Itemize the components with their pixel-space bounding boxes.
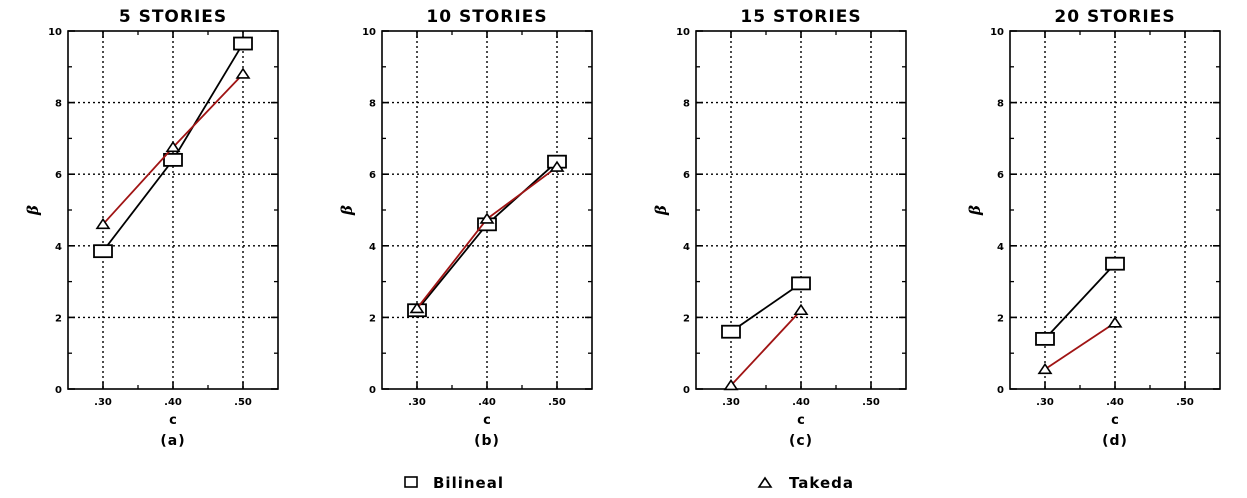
y-tick-label: 0	[683, 385, 690, 396]
x-tick-label: .30	[408, 397, 426, 408]
data-point-bilineal	[163, 152, 183, 167]
data-point-bilineal	[233, 36, 253, 51]
y-tick-label: 8	[997, 99, 1004, 110]
x-tick-label: .50	[1176, 397, 1194, 408]
chart-panels: 5 STORIES 0 2 4 6 8 10 .30 .40 .50 c β (a) 10 STORIES…	[24, 7, 1221, 449]
chart-title: 5 STORIES	[119, 7, 227, 27]
legend-takeda-marker	[757, 476, 773, 488]
x-axis-label: c	[169, 413, 177, 428]
data-point-bilineal	[791, 276, 811, 291]
y-axis-label: β	[24, 205, 42, 216]
x-tick-label: .40	[164, 397, 182, 408]
chart-legend: Bilineal Takeda	[404, 474, 854, 492]
data-point-bilineal	[93, 244, 113, 259]
chart-panel-3: 15 STORIES 0 2 4 6 8 10 .30 .40 .50 c β (c)	[652, 7, 907, 449]
y-tick-label: 6	[683, 170, 690, 181]
panel-subtitle: (a)	[160, 433, 185, 449]
y-tick-label: 10	[362, 27, 376, 38]
data-point-bilineal	[721, 324, 741, 339]
chart-panel-4: 20 STORIES 0 2 4 6 8 10 .30 .40 .50 c β (d)	[966, 7, 1221, 449]
y-tick-label: 6	[55, 170, 62, 181]
y-tick-label: 2	[997, 313, 1004, 324]
y-tick-label: 6	[369, 170, 376, 181]
data-point-takeda	[409, 302, 425, 314]
x-tick-label: .40	[1106, 397, 1124, 408]
y-tick-label: 8	[369, 99, 376, 110]
legend-bilineal-label: Bilineal	[433, 474, 504, 492]
y-tick-label: 0	[55, 385, 62, 396]
x-tick-label: .30	[94, 397, 112, 408]
y-axis-label: β	[966, 205, 984, 216]
y-tick-label: 10	[48, 27, 62, 38]
series-line-takeda	[730, 309, 802, 387]
plot-frame	[381, 30, 593, 390]
y-tick-label: 8	[55, 99, 62, 110]
x-tick-label: .40	[792, 397, 810, 408]
x-tick-label: .30	[1036, 397, 1054, 408]
y-tick-label: 0	[997, 385, 1004, 396]
y-tick-label: 4	[683, 242, 690, 253]
x-tick-label: .30	[722, 397, 740, 408]
data-point-takeda	[165, 140, 181, 153]
y-axis-label: β	[652, 205, 670, 216]
x-axis-label: c	[797, 413, 805, 428]
data-point-takeda	[1107, 316, 1123, 328]
panel-subtitle: (d)	[1102, 433, 1128, 449]
data-point-takeda	[479, 212, 495, 224]
y-tick-label: 10	[990, 27, 1004, 38]
series-line-takeda	[1044, 322, 1116, 371]
x-tick-label: .50	[548, 397, 566, 408]
y-tick-label: 4	[55, 242, 62, 253]
data-point-takeda	[549, 160, 565, 172]
chart-panel-1: 5 STORIES 0 2 4 6 8 10 .30 .40 .50 c β (a)	[24, 7, 279, 449]
x-axis-label: c	[483, 413, 491, 428]
y-tick-label: 6	[997, 170, 1004, 181]
x-axis-label: c	[1111, 413, 1119, 428]
legend-takeda-label: Takeda	[789, 474, 854, 492]
data-point-takeda	[95, 217, 111, 230]
series-line-bilineal	[1044, 263, 1116, 340]
chart-title: 20 STORIES	[1054, 7, 1175, 27]
y-tick-label: 4	[997, 242, 1004, 253]
y-tick-label: 4	[369, 242, 376, 253]
x-tick-label: .50	[234, 397, 252, 408]
y-axis-label: β	[338, 205, 356, 216]
y-tick-label: 2	[683, 313, 690, 324]
y-tick-label: 8	[683, 99, 690, 110]
data-point-bilineal	[1035, 331, 1055, 346]
y-tick-label: 10	[676, 27, 690, 38]
y-tick-label: 0	[369, 385, 376, 396]
data-point-takeda	[235, 67, 251, 79]
y-tick-label: 2	[369, 313, 376, 324]
x-tick-label: .50	[862, 397, 880, 408]
panel-subtitle: (b)	[474, 433, 500, 449]
data-point-bilineal	[1105, 256, 1125, 271]
series-line-bilineal	[730, 282, 802, 333]
panel-subtitle: (c)	[789, 433, 813, 449]
legend-bilineal-marker	[404, 476, 418, 488]
chart-title: 15 STORIES	[740, 7, 861, 27]
chart-title: 10 STORIES	[426, 7, 547, 27]
y-tick-label: 2	[55, 313, 62, 324]
data-point-takeda	[793, 303, 809, 316]
chart-panel-2: 10 STORIES 0 2 4 6 8 10 .30 .40 .50 c β (b)	[338, 7, 593, 449]
data-point-takeda	[723, 378, 739, 391]
plot-frame	[67, 30, 279, 390]
data-point-takeda	[1037, 362, 1053, 375]
x-tick-label: .40	[478, 397, 496, 408]
